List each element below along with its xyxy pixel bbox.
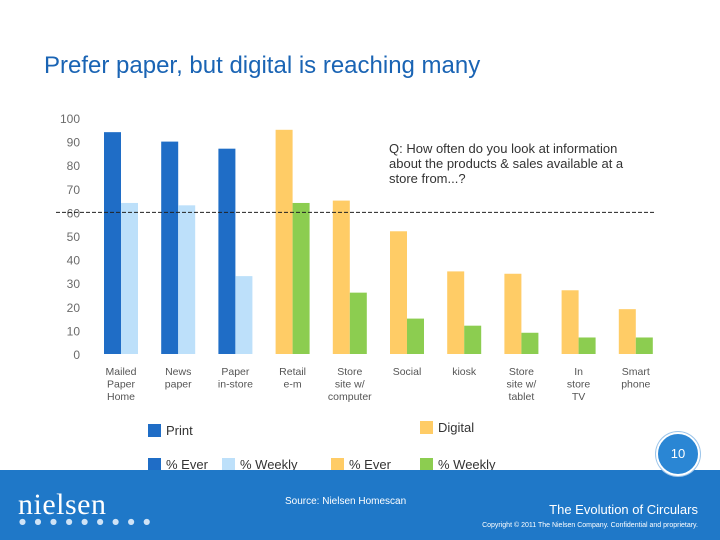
bar-ever xyxy=(390,231,407,354)
bar-weekly xyxy=(178,205,195,354)
x-tick-label: In store TV xyxy=(567,366,591,403)
legend-print-swatch xyxy=(148,424,161,437)
y-tick-label: 10 xyxy=(67,324,81,338)
bar-weekly xyxy=(293,203,310,354)
x-tick-label: Store site w/computer xyxy=(328,366,372,403)
bar-ever xyxy=(276,130,293,354)
page-number-badge: 10 xyxy=(656,432,700,476)
bar-weekly xyxy=(464,326,481,354)
y-tick-label: 80 xyxy=(67,159,81,173)
bar-ever xyxy=(104,132,121,354)
presentation-title: The Evolution of Circulars xyxy=(549,502,698,517)
x-tick-label: News paper xyxy=(165,366,192,391)
legend-print-label: Print xyxy=(166,423,193,438)
legend-digital-swatch xyxy=(420,421,433,434)
x-tick-label: Store site w/tablet xyxy=(507,366,537,403)
bar-weekly xyxy=(579,337,596,354)
y-tick-label: 40 xyxy=(67,254,81,268)
copyright-note: Copyright © 2011 The Nielsen Company. Co… xyxy=(482,522,698,529)
bar-weekly xyxy=(121,203,138,354)
y-tick-label: 100 xyxy=(60,112,80,126)
bar-ever xyxy=(504,274,521,354)
bar-weekly xyxy=(235,276,252,354)
x-tick-label: kiosk xyxy=(452,366,477,378)
bar-ever xyxy=(562,290,579,354)
bar-ever xyxy=(619,309,636,354)
bar-weekly xyxy=(407,319,424,354)
chart-annotation: Q: How often do you look at information a… xyxy=(389,141,624,186)
bar-ever xyxy=(218,149,235,354)
x-tick-label: Social xyxy=(393,366,422,378)
x-tick-label: Smart phone xyxy=(621,366,650,391)
x-tick-label: Retail e-m xyxy=(279,366,306,391)
bar-ever xyxy=(333,201,350,354)
y-tick-label: 50 xyxy=(67,230,81,244)
y-tick-label: 20 xyxy=(67,301,81,315)
source-note: Source: Nielsen Homescan xyxy=(285,496,406,507)
bar-weekly xyxy=(636,337,653,354)
bar-ever xyxy=(161,142,178,354)
logo-dots: ● ● ● ● ● ● ● ● ● xyxy=(19,517,153,526)
y-tick-label: 70 xyxy=(67,183,81,197)
bar-weekly xyxy=(350,293,367,354)
x-tick-label: Mailed Paper Home xyxy=(106,366,137,403)
y-tick-label: 90 xyxy=(67,136,81,150)
bar-weekly xyxy=(521,333,538,354)
bar-chart: 0 10 20 30 40 50 60 70 80 90 100 Mailed Paper Home New… xyxy=(0,0,720,470)
y-tick-label: 60 xyxy=(67,206,81,220)
bar-ever xyxy=(447,271,464,354)
y-tick-label: 0 xyxy=(73,348,80,362)
legend-digital-label: Digital xyxy=(438,420,474,435)
y-tick-label: 30 xyxy=(67,277,81,291)
x-tick-label: Paper in-store xyxy=(218,366,253,391)
